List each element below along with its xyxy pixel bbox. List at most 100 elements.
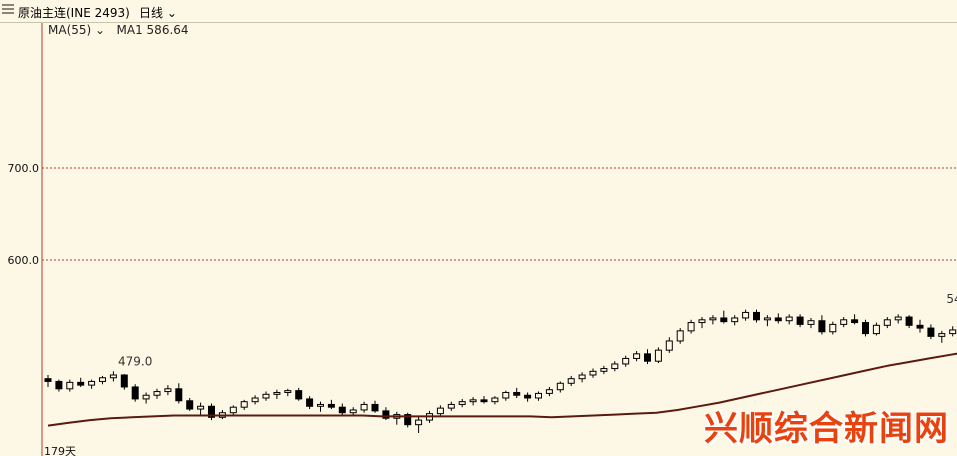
candle-body — [175, 388, 183, 402]
candle-body — [306, 398, 314, 407]
candle-body — [654, 349, 662, 362]
candle-body — [611, 363, 619, 370]
candle-body — [295, 390, 303, 400]
candle-body — [77, 381, 85, 386]
candle-body — [545, 389, 553, 394]
candle-body — [644, 353, 651, 362]
candle-body — [142, 394, 150, 400]
candle-body — [491, 397, 499, 403]
candle-body — [633, 353, 641, 359]
ma-value: MA1 586.64 — [116, 23, 189, 37]
ma-selector[interactable]: MA(55) ⌄ — [48, 23, 105, 37]
menu-grip-icon[interactable] — [2, 4, 14, 18]
candle-body — [197, 405, 205, 410]
candle-body — [404, 414, 412, 426]
candle-body — [785, 316, 793, 322]
candle-body — [262, 393, 270, 399]
candle-body — [44, 378, 52, 382]
ma-line — [47, 352, 957, 427]
candle-body — [731, 317, 739, 323]
y-tick-label: 600.0 — [8, 254, 40, 267]
candle-body — [763, 317, 771, 321]
candle-body — [131, 386, 139, 400]
candle-body — [382, 410, 390, 419]
candle-body — [916, 324, 924, 329]
candle-body — [883, 319, 891, 326]
candle-body — [927, 327, 935, 337]
candle-body — [349, 409, 357, 414]
candle-body — [774, 317, 782, 322]
peak-annotation: 546.5 — [946, 292, 957, 306]
peak-annotation: 479.0 — [118, 354, 152, 368]
candle-body — [120, 374, 128, 388]
candle-body — [535, 392, 542, 399]
candle-body — [458, 401, 466, 405]
candle-body — [327, 403, 335, 408]
candle-body — [938, 333, 946, 337]
candle-body — [229, 406, 237, 414]
candle-body — [240, 401, 248, 408]
candle-body — [872, 324, 880, 335]
candle-body — [55, 380, 63, 390]
candle-body — [753, 311, 760, 321]
candle-body — [829, 323, 837, 333]
candle-body — [665, 340, 673, 351]
candle-body — [284, 390, 292, 393]
candle-body — [807, 320, 815, 325]
candle-body — [317, 403, 324, 407]
ma-selector-label: MA(55) — [48, 23, 92, 37]
candle-body — [818, 320, 826, 333]
candle-body — [338, 406, 346, 414]
candle-body — [796, 316, 804, 325]
candle-body — [186, 400, 194, 410]
candle-body — [698, 319, 706, 324]
candle-body — [360, 403, 368, 411]
candle-body — [153, 391, 161, 396]
candle-body — [894, 316, 902, 321]
candle-body — [88, 380, 96, 386]
candle-body — [600, 368, 608, 372]
candle-body — [99, 377, 106, 382]
indicator-info: MA(55) ⌄ MA1 586.64 — [48, 23, 189, 37]
candle-body — [251, 397, 259, 403]
candle-body — [862, 322, 869, 335]
x-axis-label: 179天 — [44, 445, 76, 456]
y-tick-label: 700.0 — [8, 162, 40, 175]
candle-body — [208, 405, 215, 418]
period-selector[interactable]: 日线 ⌄ — [139, 4, 177, 21]
candle-body — [567, 378, 575, 384]
candle-body — [949, 329, 957, 335]
candle-body — [622, 357, 630, 365]
candle-body — [905, 316, 913, 326]
candle-body — [742, 311, 750, 319]
candle-body — [676, 330, 684, 342]
instrument-title[interactable]: 原油主连(INE 2493) — [18, 6, 130, 20]
candle-body — [687, 322, 695, 332]
candle-body — [371, 403, 379, 412]
candle-body — [840, 319, 848, 325]
candle-body — [720, 317, 728, 323]
candle-body — [556, 382, 564, 391]
candle-body — [709, 317, 717, 321]
chevron-down-icon: ⌄ — [163, 6, 177, 20]
chart-header: 原油主连(INE 2493) 日线 ⌄ — [0, 0, 957, 23]
candle-body — [415, 419, 423, 426]
candle-body — [66, 381, 74, 390]
candle-body — [480, 399, 488, 403]
candle-body — [851, 319, 859, 324]
candle-body — [524, 394, 532, 399]
candle-body — [447, 403, 455, 409]
chevron-down-icon: ⌄ — [91, 23, 106, 37]
candle-body — [436, 407, 444, 415]
watermark-text: 兴顺综合新闻网 — [704, 409, 949, 449]
period-label: 日线 — [139, 6, 164, 20]
candle-body — [589, 370, 597, 376]
candle-body — [469, 399, 477, 403]
candle-body — [502, 391, 510, 399]
candle-body — [164, 388, 172, 393]
candle-body — [578, 374, 586, 380]
candle-body — [513, 391, 521, 396]
candle-body — [109, 374, 117, 379]
candle-body — [273, 391, 281, 395]
